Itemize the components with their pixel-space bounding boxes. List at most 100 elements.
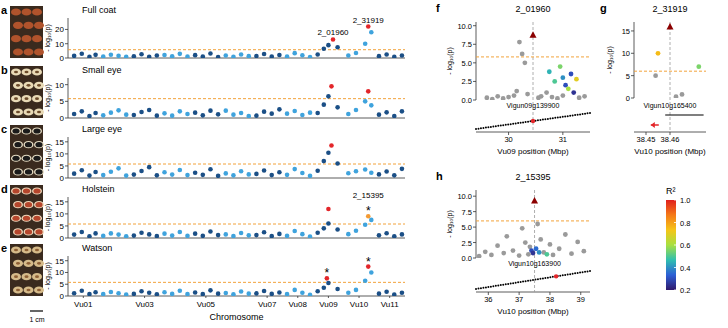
snp-point — [231, 234, 236, 238]
snp-point — [555, 96, 560, 100]
snp-point — [384, 110, 389, 115]
seed-eye — [12, 128, 19, 133]
snp-point — [285, 111, 290, 116]
seed — [24, 22, 34, 29]
snp-point — [566, 86, 571, 91]
snp-point — [139, 169, 144, 174]
x-axis — [68, 118, 405, 119]
snp-point — [501, 251, 506, 256]
y-tick-label: 5 — [60, 222, 65, 231]
panel-title: Watson — [82, 243, 112, 253]
snp-point — [178, 52, 183, 57]
gene-track — [522, 121, 524, 123]
y-axis — [476, 190, 477, 258]
snp-point — [162, 111, 167, 116]
color-bar-tick-label: 0.6 — [680, 241, 690, 250]
seed — [32, 127, 42, 134]
snp-point — [239, 52, 244, 57]
x-tick — [144, 296, 145, 298]
snp-point — [308, 174, 313, 178]
seed-eye — [27, 84, 31, 87]
seed — [11, 68, 21, 75]
gene-track — [562, 274, 564, 276]
snp-point — [551, 253, 556, 258]
x-tick-label: 30 — [504, 135, 512, 144]
x-tick-label: Vu01 — [74, 300, 93, 309]
y-axis-label: - log₁₀(p) — [44, 204, 52, 231]
gene-track — [564, 274, 566, 276]
seed — [32, 68, 42, 75]
seed — [24, 48, 34, 55]
gene-track — [517, 281, 519, 283]
gene-track — [520, 122, 522, 124]
seed-photo — [10, 66, 44, 118]
x-tick-label: 38 — [546, 295, 554, 304]
x-tick — [83, 296, 84, 298]
seed-eye — [37, 84, 41, 87]
snp-point — [109, 231, 114, 236]
gene-track — [547, 277, 549, 279]
x-tick-label: Vu11 — [381, 300, 399, 309]
seed — [24, 108, 34, 115]
x-tick — [389, 296, 390, 298]
y-tick-label: 0 — [60, 292, 65, 301]
seed-eye — [23, 216, 30, 221]
x-axis-label: Vu10 position (Mbp) — [497, 307, 569, 316]
snp-point — [335, 227, 340, 232]
x-tick — [267, 296, 268, 298]
gene-track — [549, 118, 551, 120]
panel-letter: e — [1, 242, 7, 254]
gene-track — [527, 121, 529, 123]
snp-point — [170, 113, 175, 118]
gene-track — [475, 288, 477, 290]
threshold-line — [476, 220, 590, 221]
y-tick-label: 10 — [55, 150, 64, 159]
snp-point — [544, 252, 549, 257]
seed — [24, 286, 34, 293]
y-axis — [68, 137, 69, 178]
seed — [34, 141, 44, 148]
gene-track — [542, 277, 544, 279]
y-tick-label: 20 — [55, 25, 64, 34]
snp-point — [315, 230, 320, 235]
gene-track — [505, 124, 507, 126]
seed — [11, 246, 21, 253]
snp-point — [308, 293, 313, 296]
snp-point — [201, 234, 206, 238]
lead-line — [534, 190, 535, 292]
seed-eye — [37, 111, 41, 114]
gene-track — [482, 127, 484, 129]
snp-point — [231, 112, 236, 117]
snp-point — [292, 109, 297, 114]
plot-area — [68, 207, 405, 238]
seed-eye — [12, 156, 19, 161]
snp-point — [223, 171, 228, 176]
y-axis-label: - log₁₀(p) — [44, 144, 52, 171]
plot-area — [476, 197, 590, 258]
snp-point — [363, 41, 368, 46]
seed-eye — [25, 71, 29, 74]
snp-point — [285, 234, 290, 238]
snp-point — [124, 292, 129, 296]
gene-track — [475, 128, 477, 130]
y-tick-label: 0 — [60, 234, 65, 243]
panel-letter: d — [1, 183, 8, 195]
y-tick — [65, 165, 68, 166]
x-tick-label: Vu05 — [197, 300, 216, 309]
gene-track — [559, 116, 561, 118]
gene-track — [569, 273, 571, 275]
snp-point — [223, 53, 228, 58]
snp-point — [72, 171, 77, 176]
snp-point — [178, 230, 183, 235]
snp-point — [292, 288, 297, 293]
snp-point — [93, 111, 98, 116]
snp-point — [231, 292, 236, 296]
snp-point — [354, 169, 359, 174]
seed — [11, 215, 21, 222]
y-tick — [65, 29, 68, 30]
gene-label: Vigun09g139900 — [507, 102, 560, 110]
y-tick — [473, 196, 476, 197]
star-annotation: * — [366, 204, 371, 218]
y-tick — [65, 272, 68, 273]
snp-point — [392, 54, 397, 58]
